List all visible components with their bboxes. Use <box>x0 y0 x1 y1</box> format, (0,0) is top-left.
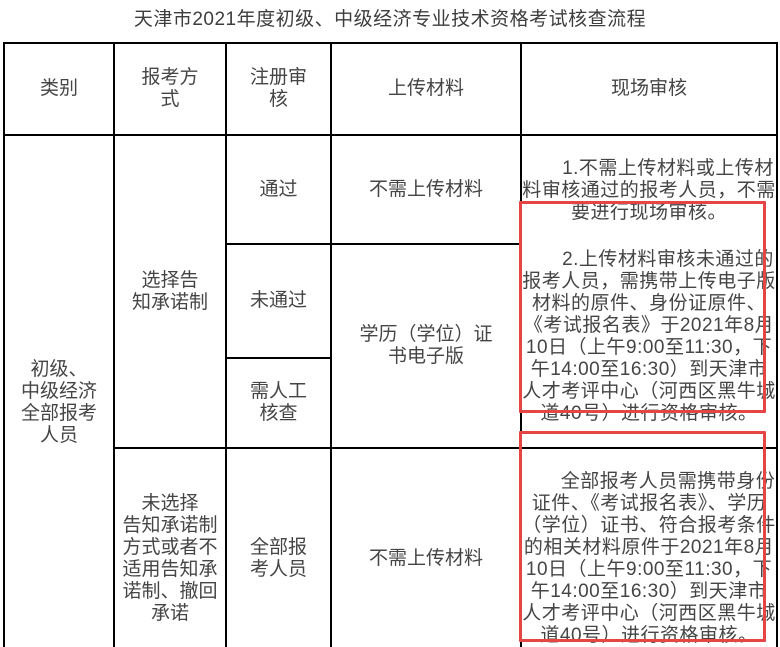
cell-upload-none-top: 不需上传材料 <box>330 134 522 245</box>
onsite-item-1: 1.不需上传材料或上传材料审核通过的报考人员，不需要进行现场审核。 <box>522 158 776 223</box>
onsite-item-2: 2.上传材料审核未通过的报考人员，需携带上传电子版材料的原件、身份证原件、《考试… <box>522 249 776 424</box>
col-header-category: 类别 <box>3 42 115 136</box>
table-row: 初级、 中级经济 全部报考 人员 选择告 知承诺制 通过 不需上传材料 1.不需… <box>3 134 778 647</box>
cell-category: 初级、 中级经济 全部报考 人员 <box>3 134 115 647</box>
cell-method-no-notice-commitment: 未选择 告知承诺制 方式或者不 适用告知承 诺制、撤回 承诺 <box>113 447 227 647</box>
cell-registration-manual-check: 需人工 核查 <box>225 357 332 449</box>
col-header-onsite-review: 现场审核 <box>520 42 778 136</box>
table-row: 未选择 告知承诺制 方式或者不 适用告知承 诺制、撤回 承诺 全部报 考人员 不… <box>4 447 778 647</box>
cell-method-notice-commitment: 选择告 知承诺制 <box>113 134 227 449</box>
cell-registration-fail: 未通过 <box>225 243 332 359</box>
cell-upload-none-bottom: 不需上传材料 <box>330 447 522 647</box>
onsite-all-applicants: 全部报考人员需携带身份证件、《考试报名表》、学历（学位）证书、符合报考条件的相关… <box>522 471 776 646</box>
cell-registration-pass: 通过 <box>225 134 332 245</box>
table-row: 未通过 学历（学位）证 书电子版 <box>4 243 777 449</box>
page-title: 天津市2021年度初级、中级经济专业技术资格考试核查流程 <box>133 9 647 30</box>
col-header-registration-review: 注册审 核 <box>225 42 332 136</box>
verification-flow-table: 类别 报考方 式 注册审 核 上传材料 现场审核 初级、 中级经济 全部报考 人… <box>3 42 778 647</box>
col-header-upload-materials: 上传材料 <box>330 42 522 136</box>
table-header-row: 类别 报考方 式 注册审 核 上传材料 现场审核 <box>3 42 778 136</box>
cell-upload-certificate: 学历（学位）证 书电子版 <box>330 243 522 449</box>
cell-onsite-review-top: 1.不需上传材料或上传材料审核通过的报考人员，不需要进行现场审核。 2.上传材料… <box>520 134 778 449</box>
table-row: 需人工 核查 <box>4 357 777 449</box>
col-header-apply-method: 报考方 式 <box>113 42 227 136</box>
cell-registration-all: 全部报 考人员 <box>225 447 332 647</box>
cell-onsite-review-bottom: 全部报考人员需携带身份证件、《考试报名表》、学历（学位）证书、符合报考条件的相关… <box>520 447 778 647</box>
